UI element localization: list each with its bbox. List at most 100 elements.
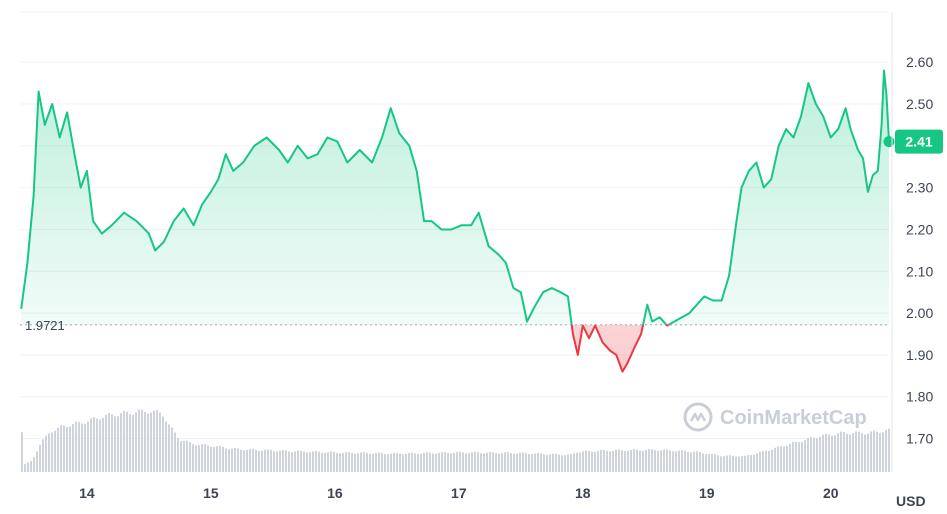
volume-bar: [261, 450, 263, 472]
volume-bar: [312, 451, 314, 472]
volume-bar: [477, 452, 479, 472]
y-tick-label: 1.80: [906, 389, 933, 405]
volume-bar: [153, 410, 155, 472]
volume-bar: [465, 453, 467, 472]
volume-bar: [504, 452, 506, 472]
volume-bar: [72, 423, 74, 472]
volume-bar: [90, 418, 92, 472]
volume-bar: [783, 446, 785, 472]
volume-bar: [300, 450, 302, 472]
volume-bar: [792, 441, 794, 472]
volume-bar: [756, 453, 758, 472]
volume-bar: [858, 431, 860, 472]
volume-bar: [78, 421, 80, 472]
volume-bar: [672, 451, 674, 472]
volume-bar: [75, 421, 77, 472]
volume-bar: [228, 449, 230, 472]
volume-bar: [165, 421, 167, 472]
volume-bar: [522, 452, 524, 472]
volume-bar: [231, 448, 233, 472]
volume-bar: [234, 448, 236, 472]
volume-bar: [837, 433, 839, 472]
volume-bar: [405, 453, 407, 472]
volume-bar: [474, 451, 476, 472]
volume-bar: [771, 449, 773, 472]
price-line-up: [20, 69, 890, 325]
volume-bar: [42, 439, 44, 472]
volume-bar: [417, 453, 419, 472]
volume-bar: [615, 449, 617, 472]
y-tick-label: 2.10: [906, 263, 933, 279]
volume-bar: [96, 418, 98, 472]
volume-bar: [750, 455, 752, 472]
volume-bar: [423, 452, 425, 472]
volume-bar: [810, 437, 812, 472]
volume-bar: [501, 453, 503, 472]
volume-bar: [279, 450, 281, 472]
volume-bar: [702, 453, 704, 472]
volume-bar: [618, 449, 620, 472]
volume-bar: [636, 449, 638, 472]
volume-bar: [624, 451, 626, 472]
volume-bar: [348, 452, 350, 472]
area-above-reference: [21, 70, 889, 325]
watermark: CoinMarketCap: [683, 402, 867, 432]
volume-bar: [786, 445, 788, 472]
y-tick-label: 2.30: [906, 180, 933, 196]
volume-bar: [867, 433, 869, 472]
volume-bar: [564, 455, 566, 472]
volume-bar: [192, 444, 194, 472]
price-area: [21, 70, 889, 372]
current-price-badge: 2.41: [895, 129, 943, 154]
volume-bar: [120, 413, 122, 472]
volume-bar: [456, 451, 458, 472]
volume-bar: [222, 446, 224, 472]
volume-bar: [864, 434, 866, 472]
volume-bar: [882, 432, 884, 472]
volume-bar: [729, 455, 731, 472]
volume-bar: [255, 449, 257, 472]
volume-bar: [777, 446, 779, 472]
volume-bar: [666, 449, 668, 472]
volume-bar: [21, 431, 23, 472]
volume-bar: [567, 454, 569, 472]
y-tick-label: 2.50: [906, 96, 933, 112]
volume-bar: [60, 425, 62, 472]
volume-bar: [249, 448, 251, 472]
volume-bar: [54, 430, 56, 472]
volume-bar: [438, 452, 440, 472]
volume-bar: [309, 452, 311, 472]
volume-bar: [660, 450, 662, 472]
volume-bar: [843, 432, 845, 472]
volume-bar: [36, 451, 38, 472]
volume-bar: [354, 453, 356, 472]
volume-bar: [381, 452, 383, 472]
volume-bar: [807, 437, 809, 472]
volume-bar: [669, 450, 671, 472]
volume-bar: [762, 450, 764, 472]
volume-bar: [198, 445, 200, 472]
current-price-dot: [883, 136, 895, 148]
volume-bar: [558, 454, 560, 472]
volume-bar: [114, 416, 116, 472]
volume-bar: [621, 450, 623, 472]
volume-bar: [534, 453, 536, 472]
volume-bar: [411, 452, 413, 472]
volume-bar: [429, 452, 431, 472]
volume-bar: [282, 449, 284, 472]
volume-bar: [201, 444, 203, 472]
volume-bar: [345, 451, 347, 472]
volume-bar: [699, 451, 701, 472]
volume-bar: [372, 453, 374, 472]
volume-bar: [717, 455, 719, 472]
volume-bar: [684, 450, 686, 472]
volume-bar: [873, 430, 875, 472]
volume-bar: [393, 452, 395, 472]
volume-bar: [186, 440, 188, 472]
volume-bar: [246, 449, 248, 472]
volume-bar: [129, 414, 131, 472]
volume-bar: [870, 431, 872, 472]
volume-bar: [834, 435, 836, 472]
volume-bar: [816, 438, 818, 472]
